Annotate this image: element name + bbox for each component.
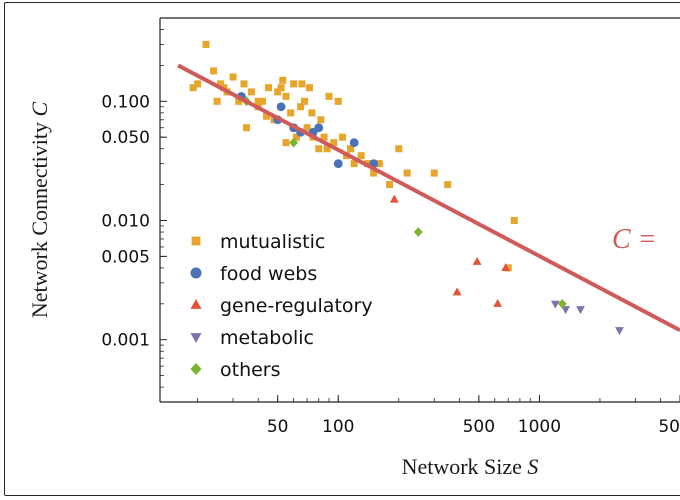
plot-area <box>159 17 680 403</box>
square-point <box>240 80 248 88</box>
circle-point <box>349 138 359 148</box>
diamond-point <box>413 227 423 237</box>
x-axis-title: Network Size S <box>402 454 539 479</box>
square-point <box>274 88 282 96</box>
triangle-up-point <box>472 256 482 265</box>
triangle-up-point <box>389 194 399 203</box>
square-point <box>210 67 218 75</box>
square-point <box>247 88 255 96</box>
x-axis: 50 100 500 1000 5000 <box>197 395 680 437</box>
square-point <box>338 133 347 141</box>
square-point <box>262 112 271 120</box>
square-point <box>444 181 452 189</box>
square-point <box>320 133 328 141</box>
diamond-point <box>289 137 299 148</box>
square-point <box>334 97 342 105</box>
square-point <box>235 97 243 105</box>
square-point <box>254 97 262 105</box>
legend-marker <box>190 362 202 376</box>
circle-point <box>333 159 343 169</box>
fit-line-label: C = <box>612 224 657 255</box>
square-point <box>292 133 300 141</box>
square-point <box>298 80 306 88</box>
triangle-down-point <box>561 306 571 315</box>
y-tick-label: 0.050 <box>101 128 150 148</box>
square-point <box>258 97 266 105</box>
square-point <box>297 103 305 111</box>
y-axis-title: Network Connectivity C <box>27 102 52 319</box>
square-point <box>403 169 411 177</box>
triangle-up-point <box>452 287 462 296</box>
triangle-up-point <box>501 263 511 272</box>
square-point <box>375 160 383 168</box>
square-point <box>282 92 290 100</box>
x-tick-label: 100 <box>322 417 354 437</box>
legend-marker <box>190 298 202 309</box>
legend-label: gene-regulatory <box>220 295 373 317</box>
fit-line <box>177 63 680 333</box>
square-point <box>282 139 290 147</box>
square-point <box>306 84 314 92</box>
square-point <box>395 145 403 153</box>
triangle-down-point <box>615 327 624 336</box>
triangle-up-point <box>493 298 503 307</box>
y-tick-label: 0.010 <box>101 211 150 231</box>
diamond-point <box>557 298 567 309</box>
square-point <box>430 169 438 177</box>
circle-point <box>276 102 286 112</box>
square-point <box>386 181 394 189</box>
x-tick-label: 500 <box>463 417 495 437</box>
square-point <box>243 124 251 132</box>
square-point <box>202 40 210 48</box>
legend-marker <box>190 333 202 344</box>
y-tick-label: 0.001 <box>101 331 150 351</box>
triangle-down-point <box>576 306 585 315</box>
square-point <box>287 109 295 117</box>
legend-marker <box>190 267 202 279</box>
square-point <box>213 97 221 105</box>
square-point <box>346 145 354 153</box>
x-axis-variable: S <box>527 454 538 479</box>
square-point <box>325 92 333 100</box>
square-point <box>330 139 338 147</box>
figure-frame <box>4 2 680 496</box>
y-tick-label: 0.005 <box>101 247 150 267</box>
legend-label: mutualistic <box>220 231 325 253</box>
fit-line-group: C = <box>177 63 680 333</box>
y-axis: 0.001 0.005 0.010 0.050 0.100 <box>101 29 167 403</box>
y-tick-label: 0.100 <box>101 92 150 112</box>
circle-point <box>314 123 324 133</box>
square-point <box>317 116 325 124</box>
legend: mutualistic food webs gene-regulatory metab… <box>190 231 373 381</box>
square-point <box>229 73 237 81</box>
square-point <box>315 145 323 153</box>
square-point <box>308 109 316 117</box>
square-point <box>323 145 331 153</box>
x-tick-label: 1000 <box>518 417 561 437</box>
square-point <box>301 97 309 105</box>
triangle-down-point <box>550 300 560 309</box>
square-point <box>350 160 358 168</box>
square-point <box>217 80 225 88</box>
square-point <box>189 84 197 92</box>
square-point <box>264 84 272 92</box>
legend-label: food webs <box>220 263 317 285</box>
square-point <box>357 152 365 160</box>
square-point <box>277 84 285 92</box>
y-axis-variable: C <box>27 102 52 117</box>
x-tick-label: 50 <box>267 417 289 437</box>
square-point <box>510 216 518 225</box>
square-point <box>194 80 202 88</box>
square-point <box>290 80 298 88</box>
x-tick-label: 5000 <box>658 417 680 437</box>
square-point <box>279 76 287 84</box>
square-point <box>370 169 378 177</box>
legend-label: others <box>220 359 281 381</box>
square-point <box>303 124 311 132</box>
legend-label: metabolic <box>220 327 314 349</box>
legend-marker <box>191 236 201 246</box>
